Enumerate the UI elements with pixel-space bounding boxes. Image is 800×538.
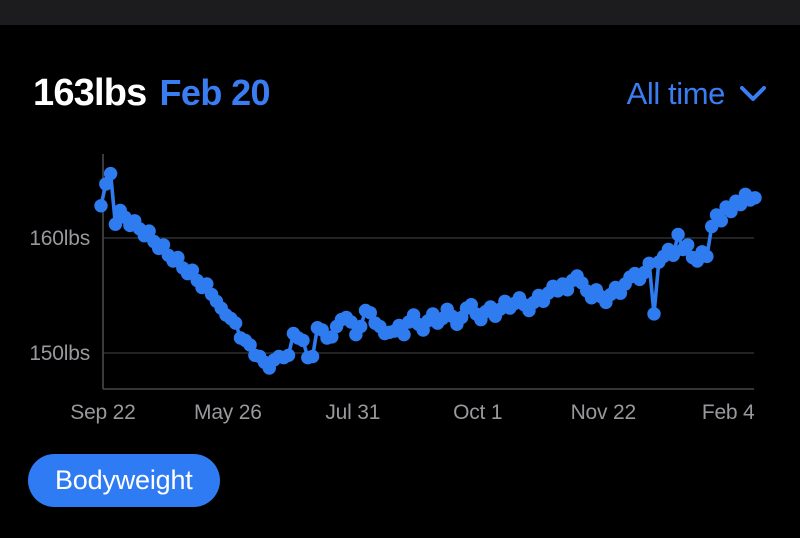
status-bar: [0, 0, 800, 25]
bodyweight-series-button-label: Bodyweight: [55, 465, 193, 495]
chart-header: 163lbs Feb 20: [33, 72, 271, 115]
current-weight-value: 163lbs: [33, 72, 147, 114]
bodyweight-series-button[interactable]: Bodyweight: [28, 454, 220, 507]
chart-gridlines: [103, 237, 754, 354]
x-axis-label-2: Jul 31: [325, 401, 381, 424]
weight-series: [94, 166, 762, 375]
time-range-label: All time: [626, 76, 726, 111]
current-date-label: Feb 20: [159, 72, 271, 113]
y-axis-label-160: 160lbs: [29, 227, 90, 250]
chevron-down-icon: [740, 86, 766, 101]
x-axis-label-3: Oct 1: [453, 401, 503, 424]
x-axis-label-4: Nov 22: [570, 401, 637, 424]
x-axis-label-0: Sep 22: [70, 401, 136, 424]
x-axis-label-1: May 26: [194, 401, 262, 424]
time-range-selector[interactable]: All time: [627, 76, 766, 112]
x-axis-label-5: Feb 4: [701, 401, 755, 424]
y-axis-label-150: 150lbs: [29, 342, 90, 365]
